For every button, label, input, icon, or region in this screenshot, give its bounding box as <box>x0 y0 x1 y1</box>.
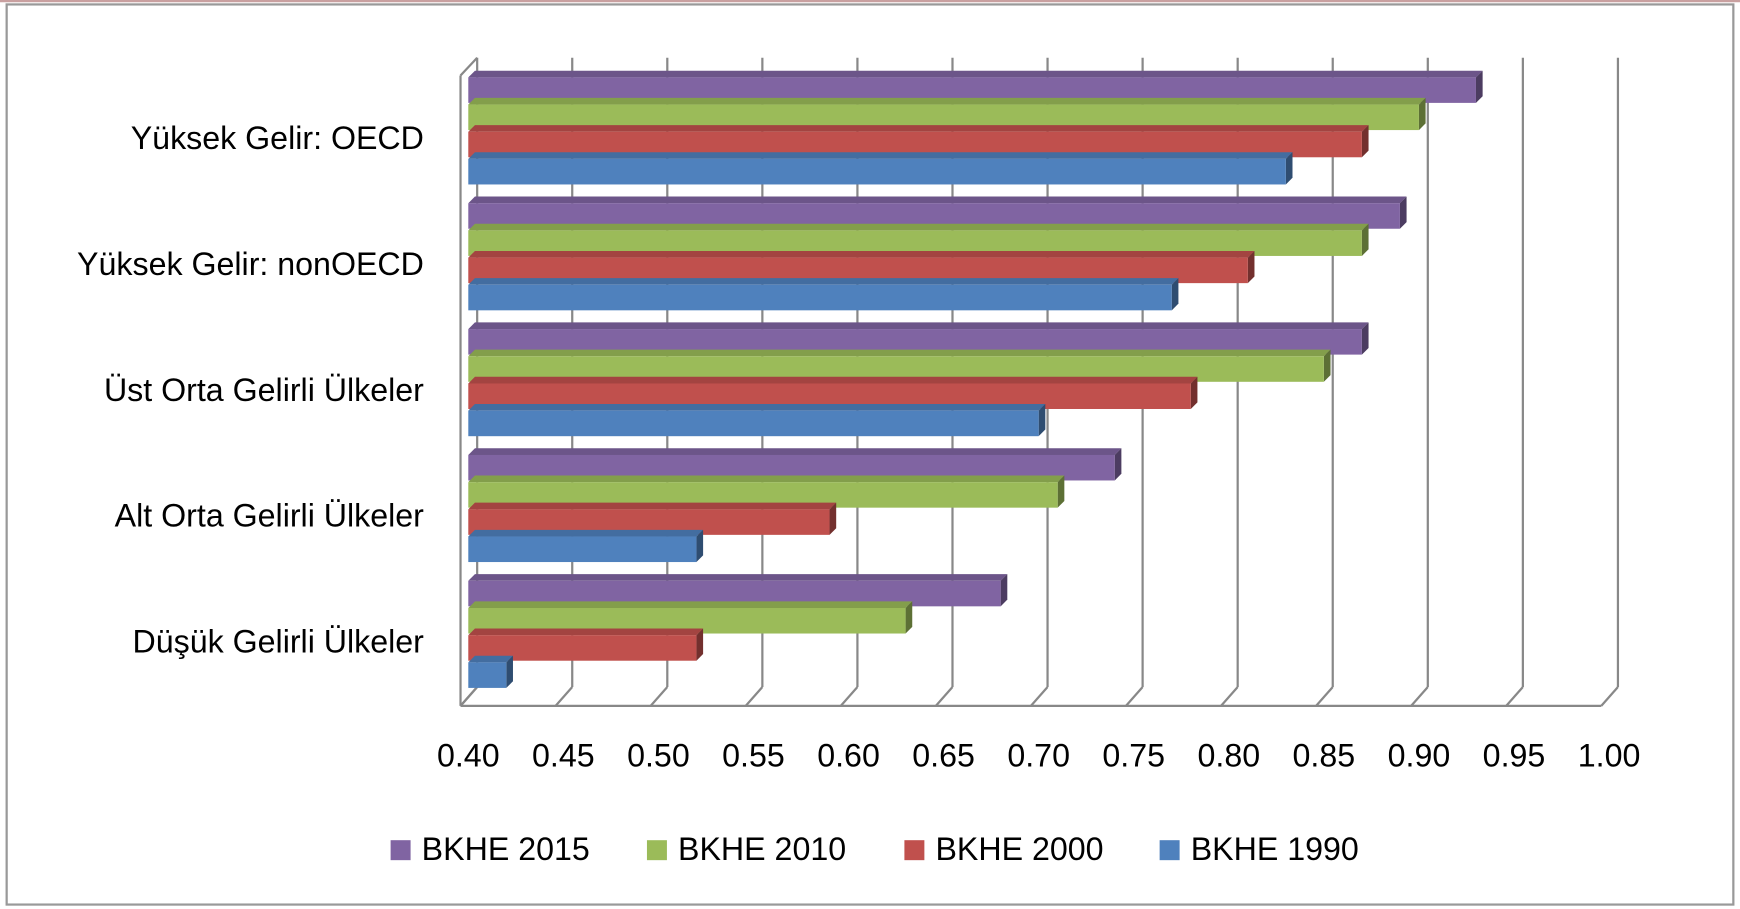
x-tick-label: 0.45 <box>532 738 595 774</box>
bar-top <box>468 404 1046 411</box>
bar-side <box>1475 70 1483 103</box>
bar-side <box>1399 196 1407 229</box>
bar-side <box>1323 349 1331 382</box>
x-tick-label: 0.70 <box>1007 738 1070 774</box>
bar-side <box>1247 250 1255 284</box>
bar-side <box>696 529 704 563</box>
bar-top <box>468 278 1179 285</box>
grid-line-floor <box>459 686 479 707</box>
grid-line-floor <box>935 686 954 707</box>
x-tick-label: 0.75 <box>1102 738 1165 774</box>
grid-line-floor <box>1600 686 1619 707</box>
bar-side <box>506 655 513 688</box>
legend-label: BKHE 1990 <box>1191 831 1359 867</box>
bar-side <box>1057 475 1065 508</box>
bar-side <box>1171 278 1179 311</box>
bar-top <box>468 475 1065 483</box>
bar-side <box>1361 322 1369 355</box>
x-tick-label: 0.50 <box>627 738 690 774</box>
bar-top <box>468 448 1122 455</box>
y-tick-label: Yüksek Gelir: nonOECD <box>77 246 424 282</box>
bar-top <box>468 529 704 537</box>
bar-side <box>905 601 913 634</box>
bar <box>468 158 1286 185</box>
grid-line-floor <box>554 686 574 707</box>
grid-line-floor <box>1410 686 1429 707</box>
x-tick-label: 0.40 <box>437 738 500 774</box>
bar-side <box>1361 125 1369 158</box>
bar-top <box>468 601 913 608</box>
grid-line-floor <box>1030 686 1049 707</box>
bar-top <box>468 196 1407 204</box>
bar <box>468 410 1039 437</box>
bar <box>468 536 697 563</box>
x-tick-label: 0.85 <box>1293 738 1356 774</box>
x-tick-label: 0.80 <box>1197 738 1260 774</box>
bar-side <box>829 502 837 535</box>
bar-top <box>468 574 1008 581</box>
bar-top <box>468 502 837 510</box>
bar-top <box>468 70 1483 78</box>
legend-swatch <box>1159 840 1180 861</box>
bar-side <box>1114 448 1122 481</box>
bar-top <box>468 322 1369 330</box>
grid-line-floor <box>1125 686 1144 707</box>
bar-side <box>1190 376 1198 409</box>
x-tick-label: 0.65 <box>912 738 975 774</box>
grid-line-floor <box>1505 686 1524 707</box>
bar-side <box>1038 404 1046 437</box>
bar-top <box>468 250 1255 258</box>
legend-swatch <box>646 840 667 861</box>
y-tick-label: Düşük Gelirli Ülkeler <box>133 624 425 660</box>
grid-line-floor <box>744 686 764 707</box>
x-tick-label: 0.60 <box>817 738 880 774</box>
bar-side <box>1285 152 1293 185</box>
x-tick-label: 1.00 <box>1578 738 1641 774</box>
bar-top <box>468 97 1426 105</box>
y-tick-label: Üst Orta Gelirli Ülkeler <box>104 372 424 408</box>
legend-swatch <box>904 840 925 861</box>
bar-top <box>468 223 1369 231</box>
bar-top <box>468 628 704 636</box>
x-tick-label: 0.55 <box>722 738 785 774</box>
y-tick-label: Yüksek Gelir: OECD <box>131 120 424 156</box>
grid-line-floor <box>1315 686 1334 707</box>
grid-line-floor <box>1220 686 1239 707</box>
bar-top <box>468 376 1198 384</box>
bar <box>468 284 1172 311</box>
grid-line-floor <box>649 686 669 707</box>
y-tick-label: Alt Orta Gelirli Ülkeler <box>115 498 425 534</box>
bar-top <box>468 152 1293 159</box>
bar-side <box>1418 97 1426 131</box>
legend-swatch <box>390 840 411 861</box>
axis-wall <box>459 56 478 77</box>
legend-label: BKHE 2015 <box>422 831 590 867</box>
legend-label: BKHE 2010 <box>678 831 846 867</box>
grid-line-floor <box>839 686 859 707</box>
bar-side <box>696 628 704 661</box>
x-tick-label: 0.95 <box>1483 738 1546 774</box>
bar-side <box>1361 223 1369 256</box>
x-tick-label: 0.90 <box>1388 738 1451 774</box>
bar-side <box>1000 574 1008 607</box>
bar-top <box>468 655 513 663</box>
legend-label: BKHE 2000 <box>935 831 1103 867</box>
bar-top <box>468 349 1331 357</box>
bar <box>468 662 507 688</box>
bar-top <box>468 125 1369 132</box>
